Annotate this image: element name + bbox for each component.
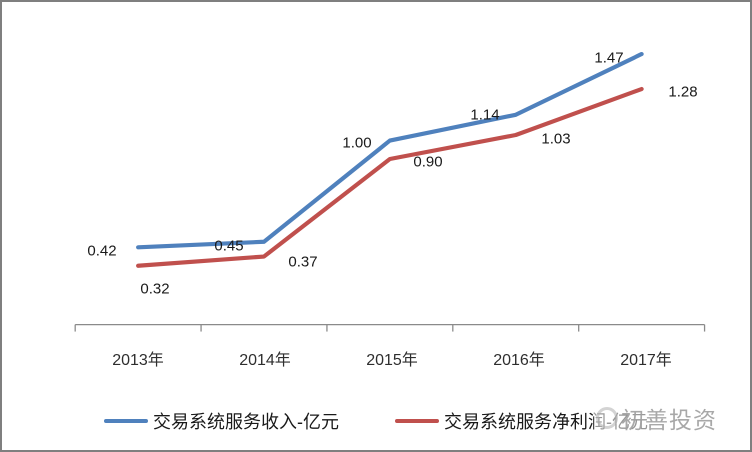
data-label: 0.37 [288, 253, 318, 271]
watermark-logo-icon [596, 407, 618, 429]
x-axis-label: 2015年 [366, 352, 418, 369]
x-axis-label: 2013年 [112, 352, 164, 369]
x-axis-label: 2017年 [620, 352, 672, 369]
data-label: 1.28 [668, 83, 698, 101]
data-label: 1.14 [470, 106, 500, 124]
legend-line-swatch [104, 419, 148, 423]
legend-line-swatch [395, 419, 439, 423]
data-label: 0.32 [140, 280, 170, 298]
data-label: 0.42 [87, 242, 117, 259]
x-axis-label: 2014年 [239, 352, 291, 369]
legend-item: 交易系统服务收入-亿元 [104, 408, 339, 434]
data-label: 1.47 [594, 49, 624, 67]
data-label: 1.00 [342, 134, 372, 152]
watermark: 初善投资 [594, 400, 719, 436]
legend-label: 交易系统服务收入-亿元 [153, 412, 339, 432]
watermark-text: 初善投资 [621, 407, 717, 433]
x-axis-label: 2016年 [493, 352, 545, 369]
data-label: 0.45 [214, 237, 244, 255]
data-label: 0.90 [413, 153, 443, 171]
data-label: 1.03 [541, 130, 571, 148]
